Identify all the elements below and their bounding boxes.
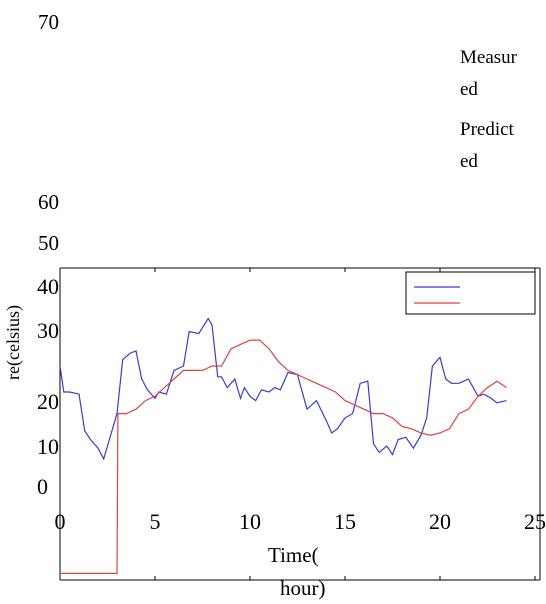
x-tick-label-10: 10 bbox=[239, 509, 261, 534]
x-tick-label-20: 20 bbox=[429, 509, 451, 534]
x-tick-label-15: 15 bbox=[334, 509, 356, 534]
x-tick-label-25: 25 bbox=[524, 509, 546, 534]
y-tick-label-10: 10 bbox=[37, 434, 59, 459]
series-line-measured bbox=[59, 317, 507, 461]
legend-label-predicted-line2: ed bbox=[460, 151, 478, 172]
legend-label-predicted-line1: Predict bbox=[460, 119, 514, 140]
x-axis-label-line1: Time( bbox=[268, 543, 319, 567]
y-tick-60: 60 bbox=[38, 190, 59, 214]
series-line-predicted bbox=[60, 339, 507, 575]
y-tick-50: 50 bbox=[38, 231, 59, 255]
y-tick-label-0: 0 bbox=[37, 474, 48, 499]
y-tick-label-20: 20 bbox=[37, 389, 59, 414]
x-tick-label-5: 5 bbox=[150, 509, 161, 534]
y-tick-label-40: 40 bbox=[37, 274, 59, 299]
y-tick-70: 70 bbox=[38, 10, 59, 34]
x-tick-label-0: 0 bbox=[55, 509, 66, 534]
x-axis-label-line2: hour) bbox=[280, 576, 326, 600]
legend-label-measured-line2: ed bbox=[460, 79, 478, 100]
legend-box bbox=[405, 271, 536, 315]
legend-label-measured-line1: Measur bbox=[460, 47, 517, 68]
y-tick-label-30: 30 bbox=[37, 318, 59, 343]
